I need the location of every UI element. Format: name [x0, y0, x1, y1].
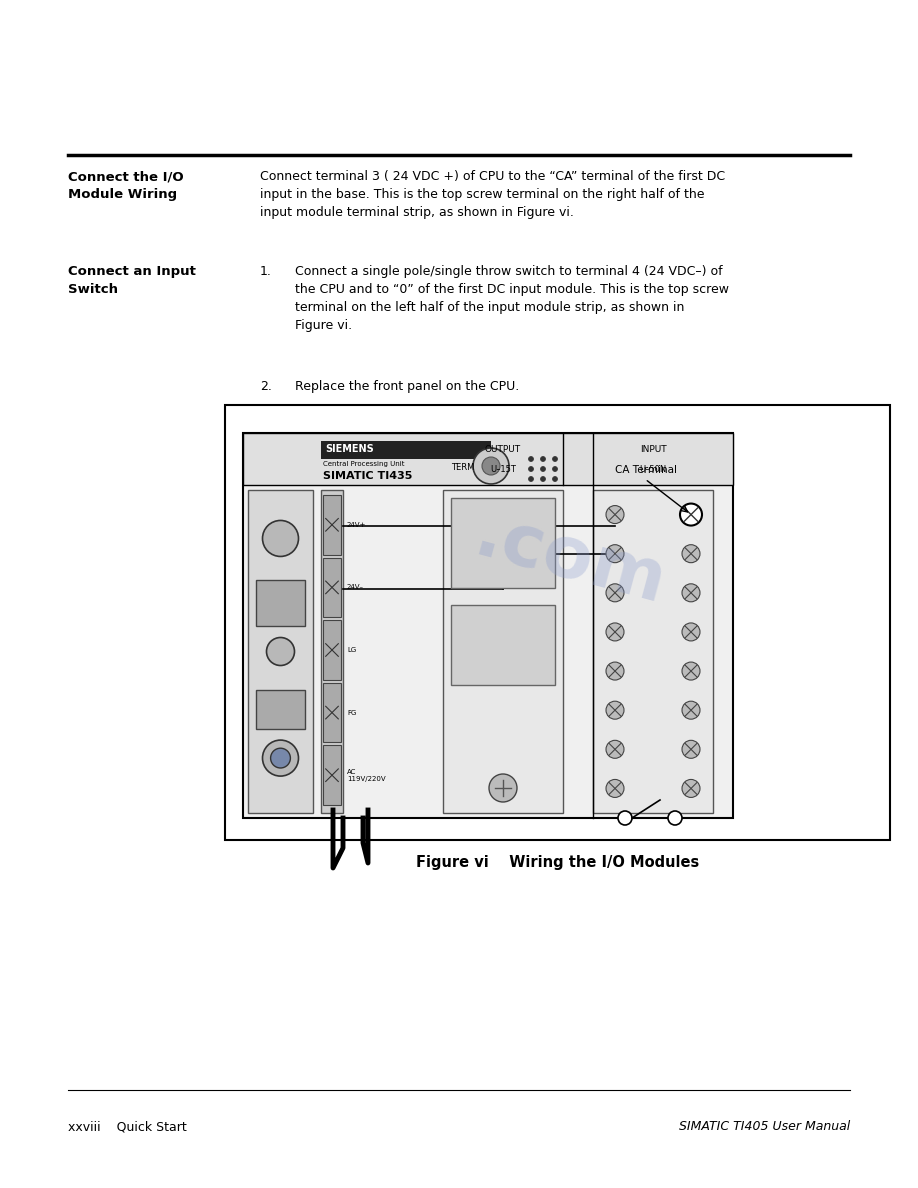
Circle shape: [682, 779, 700, 797]
Bar: [451, 498, 555, 588]
Circle shape: [473, 448, 509, 484]
Bar: [256, 581, 305, 626]
Circle shape: [489, 775, 517, 802]
Text: Replace the front panel on the CPU.: Replace the front panel on the CPU.: [295, 380, 520, 393]
Circle shape: [606, 544, 624, 563]
Circle shape: [606, 623, 624, 642]
Circle shape: [606, 779, 624, 797]
Text: Switch: Switch: [68, 283, 118, 296]
Circle shape: [606, 506, 624, 524]
Bar: [243, 432, 733, 819]
Text: 24V+: 24V+: [347, 522, 366, 527]
Circle shape: [263, 740, 298, 776]
Circle shape: [529, 456, 533, 461]
Text: SIMATIC TI405 User Manual: SIMATIC TI405 User Manual: [678, 1120, 850, 1133]
Text: .com: .com: [466, 501, 673, 619]
Circle shape: [271, 748, 290, 767]
Text: Connect a single pole/single throw switch to terminal 4 (24 VDC–) of
the CPU and: Connect a single pole/single throw switc…: [295, 265, 729, 331]
Circle shape: [682, 544, 700, 563]
Bar: [323, 620, 341, 680]
Text: U–50N: U–50N: [639, 465, 666, 474]
Bar: [321, 441, 491, 459]
Circle shape: [482, 457, 500, 475]
Bar: [225, 405, 890, 840]
Bar: [323, 557, 341, 618]
Circle shape: [682, 701, 700, 719]
Circle shape: [682, 506, 700, 524]
Circle shape: [541, 456, 545, 461]
Text: Connect an Input: Connect an Input: [68, 265, 196, 278]
Text: FG: FG: [347, 709, 356, 715]
Text: INPUT: INPUT: [640, 446, 666, 454]
Text: 24V–: 24V–: [347, 584, 364, 590]
Text: 1.: 1.: [260, 265, 272, 278]
Circle shape: [606, 740, 624, 758]
Circle shape: [606, 583, 624, 602]
Circle shape: [680, 504, 702, 525]
Text: U–15T: U–15T: [490, 465, 516, 474]
Bar: [593, 489, 713, 813]
Bar: [443, 489, 563, 813]
Circle shape: [541, 467, 545, 472]
Bar: [256, 690, 305, 729]
Circle shape: [606, 662, 624, 680]
Text: Figure vi    Wiring the I/O Modules: Figure vi Wiring the I/O Modules: [416, 855, 700, 870]
Circle shape: [682, 623, 700, 642]
Circle shape: [529, 476, 533, 481]
Bar: [323, 495, 341, 555]
Text: CA Terminal: CA Terminal: [615, 465, 677, 475]
Text: OUTPUT: OUTPUT: [485, 446, 521, 454]
Text: LG: LG: [347, 647, 356, 653]
Text: SIEMENS: SIEMENS: [325, 444, 374, 454]
Circle shape: [682, 740, 700, 758]
Circle shape: [668, 811, 682, 824]
Bar: [243, 432, 733, 485]
Bar: [323, 745, 341, 805]
Bar: [248, 489, 313, 813]
Text: TERM: TERM: [451, 463, 475, 472]
Circle shape: [618, 811, 632, 824]
Text: xxviii    Quick Start: xxviii Quick Start: [68, 1120, 186, 1133]
Text: Module Wiring: Module Wiring: [68, 188, 177, 201]
Bar: [321, 489, 343, 813]
Circle shape: [263, 520, 298, 556]
Text: AC
119V/220V: AC 119V/220V: [347, 769, 386, 782]
Text: SIMATIC TI435: SIMATIC TI435: [323, 470, 412, 481]
Bar: [451, 605, 555, 685]
Circle shape: [553, 467, 557, 472]
Text: Central Processing Unit: Central Processing Unit: [323, 461, 405, 467]
Circle shape: [541, 476, 545, 481]
Circle shape: [529, 467, 533, 472]
Circle shape: [606, 701, 624, 719]
Circle shape: [266, 638, 295, 665]
Circle shape: [682, 662, 700, 680]
Text: Connect terminal 3 ( 24 VDC +) of CPU to the “CA” terminal of the first DC
input: Connect terminal 3 ( 24 VDC +) of CPU to…: [260, 170, 725, 219]
Bar: [323, 683, 341, 742]
Circle shape: [553, 456, 557, 461]
Text: 2.: 2.: [260, 380, 272, 393]
Circle shape: [553, 476, 557, 481]
Text: Connect the I/O: Connect the I/O: [68, 170, 184, 183]
Circle shape: [682, 583, 700, 602]
